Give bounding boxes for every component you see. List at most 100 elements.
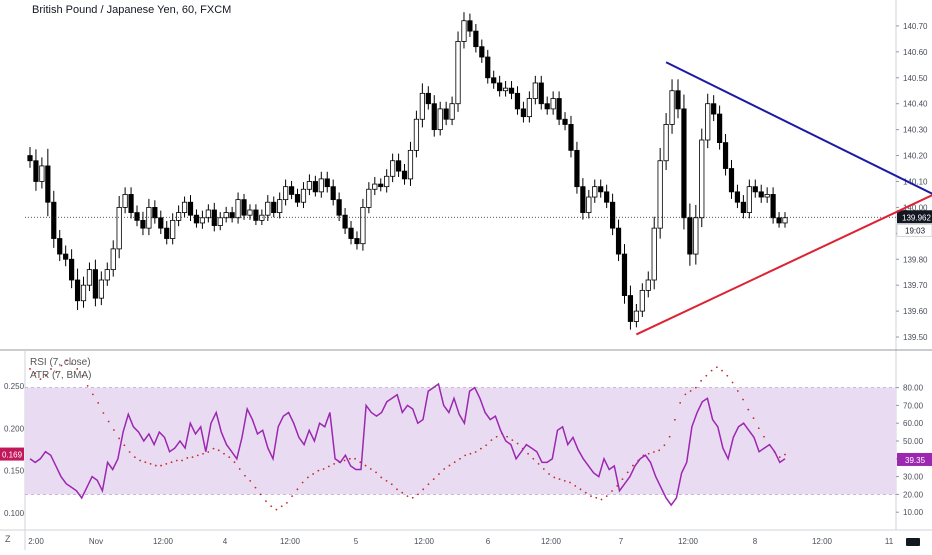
atr-point (784, 453, 786, 456)
atr-point (757, 427, 760, 430)
atr-point (133, 456, 136, 459)
atr-axis-label: 0.250 (4, 382, 25, 391)
atr-point (763, 435, 765, 438)
candle (491, 77, 497, 84)
candle (728, 168, 735, 193)
atr-point (128, 451, 131, 453)
atr-point (139, 459, 142, 462)
price-axis-label: 139.80 (903, 255, 928, 264)
price-axis-label: 140.30 (903, 126, 928, 135)
candle (413, 118, 420, 151)
candle (550, 98, 556, 110)
candle (395, 160, 402, 172)
candle (235, 199, 241, 219)
candle (223, 212, 229, 219)
atr-point (369, 468, 372, 470)
atr-point (679, 401, 682, 404)
atr-point (244, 474, 246, 477)
candle (586, 196, 592, 213)
atr-point (364, 464, 367, 467)
candle (776, 217, 782, 224)
atr-point (747, 408, 750, 411)
candle (568, 124, 574, 151)
atr-point (107, 420, 110, 423)
atr-point (71, 362, 73, 365)
candle (80, 284, 87, 302)
atr-point (144, 461, 147, 464)
candle (663, 124, 669, 162)
candle (146, 207, 152, 229)
time-axis-label: 6 (486, 537, 491, 546)
atr-point (343, 459, 346, 462)
atr-point (280, 505, 283, 508)
candle (639, 289, 645, 312)
time-axis-label: Nov (89, 537, 103, 546)
atr-point (170, 461, 173, 464)
atr-point (658, 449, 661, 452)
time-axis-label: 12:00 (678, 537, 699, 546)
candle (497, 82, 503, 92)
price-axis-label: 140.40 (903, 100, 928, 109)
atr-point (632, 464, 634, 467)
atr-point (191, 456, 194, 459)
candle (86, 269, 93, 286)
rsi-axis-label: 50.00 (903, 437, 924, 446)
candle (455, 41, 461, 105)
atr-point (516, 442, 519, 445)
rsi-indicator-label[interactable]: RSI (7, close) (30, 357, 91, 368)
candle (502, 87, 509, 92)
atr-indicator-label[interactable]: ATR (7, BMA) (30, 370, 92, 381)
candle (657, 160, 663, 229)
atr-point (406, 495, 409, 497)
atr-point (29, 368, 31, 370)
atr-point (684, 393, 687, 396)
atr-point (160, 464, 162, 467)
candle (128, 194, 134, 213)
candle (407, 149, 414, 180)
atr-point (375, 471, 377, 474)
atr-point (411, 496, 414, 499)
candle (336, 199, 342, 216)
atr-point (700, 379, 703, 382)
atr-point (154, 464, 157, 467)
atr-point (663, 444, 666, 447)
candle (199, 217, 206, 224)
candle (598, 186, 604, 193)
candle (734, 191, 741, 203)
time-axis-label: 8 (753, 537, 758, 546)
atr-point (542, 468, 545, 470)
candle (342, 214, 348, 229)
candle (645, 279, 651, 291)
candle (181, 201, 188, 213)
candle (681, 108, 687, 219)
candle (699, 139, 705, 219)
atr-point (721, 369, 723, 372)
candle (419, 92, 425, 120)
last-price-badge (897, 210, 932, 224)
rsi-band (25, 387, 896, 495)
candle (717, 113, 723, 143)
candle (294, 194, 301, 203)
candle (514, 92, 521, 110)
candle (705, 103, 711, 141)
rsi-value-label: 39.35 (905, 456, 926, 465)
candle (288, 186, 295, 195)
zoom-button[interactable]: Z (5, 534, 11, 544)
candle (312, 181, 318, 193)
candle (770, 194, 776, 219)
candle (592, 186, 598, 198)
atr-point (238, 468, 241, 470)
atr-point (427, 483, 430, 486)
atr-point (548, 473, 550, 475)
upper-trendline (665, 61, 932, 195)
atr-axis-label: 0.100 (4, 509, 25, 518)
atr-point (448, 464, 451, 467)
atr-point (417, 493, 419, 496)
atr-point (584, 491, 587, 494)
candle (384, 175, 390, 188)
candle (687, 217, 693, 255)
atr-point (553, 476, 556, 479)
candle (69, 258, 75, 281)
